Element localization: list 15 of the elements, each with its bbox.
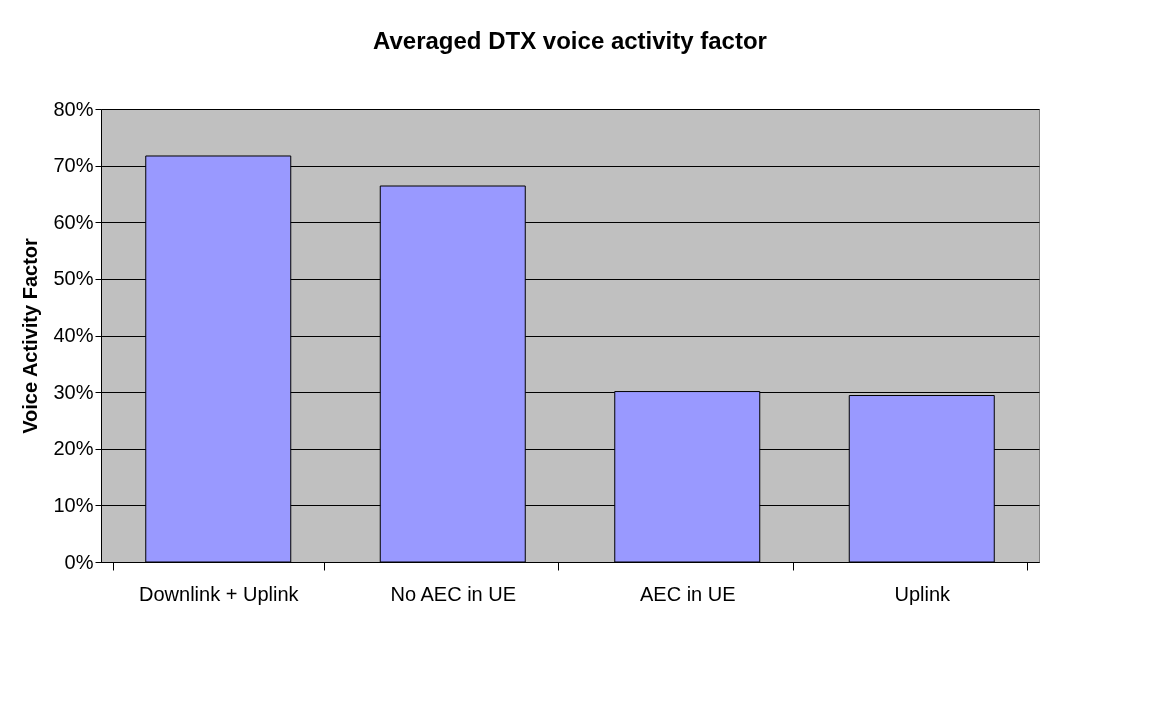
y-tick-label: 40% bbox=[53, 324, 94, 346]
y-tick-label: 10% bbox=[53, 493, 94, 516]
y-tick-label: 50% bbox=[53, 267, 94, 290]
y-tick-label: 20% bbox=[53, 437, 94, 460]
y-tick-label: 60% bbox=[53, 210, 94, 233]
y-tick-label: 30% bbox=[53, 380, 94, 403]
y-tick-label: 0% bbox=[64, 550, 94, 573]
y-tick-label: 80% bbox=[53, 97, 94, 120]
y-axis-title: Voice Activity Factor bbox=[19, 237, 42, 434]
x-tick-label: No AEC in UE bbox=[390, 582, 517, 605]
x-tick-label: Uplink bbox=[894, 582, 952, 605]
y-tick-label: 70% bbox=[53, 154, 94, 177]
x-tick-label: Downlink + Uplink bbox=[138, 582, 300, 605]
x-tick-label: AEC in UE bbox=[639, 582, 736, 605]
chart-title: Averaged DTX voice activity factor bbox=[373, 27, 767, 54]
